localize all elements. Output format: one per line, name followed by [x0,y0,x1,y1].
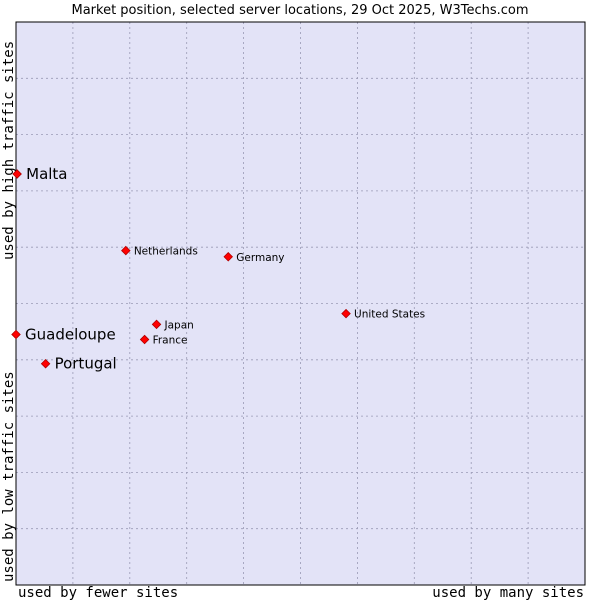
chart-title: Market position, selected server locatio… [71,3,528,18]
label-portugal: Portugal [55,355,117,373]
marker-germany [223,252,234,262]
label-guadeloupe: Guadeloupe [25,325,116,343]
label-france: France [153,335,188,347]
x-axis-label-low: used by fewer sites [18,585,178,600]
marker-united-states [341,308,351,319]
point-netherlands: Netherlands [121,245,198,258]
marker-netherlands [121,245,131,256]
point-united-states: United States [341,308,425,321]
label-germany: Germany [236,252,284,264]
marker-portugal [40,358,51,369]
point-france: France [139,334,188,347]
label-japan: Japan [164,319,194,331]
point-guadeloupe: Guadeloupe [11,325,116,343]
point-malta: Malta [12,165,68,183]
marker-guadeloupe [11,329,21,340]
marker-malta [12,169,22,179]
label-malta: Malta [26,165,67,183]
label-united-states: United States [354,309,425,321]
y-axis-label-high: used by high traffic sites [1,41,17,260]
marker-france [139,334,150,345]
marker-japan [151,319,162,330]
point-portugal: Portugal [40,355,117,373]
label-netherlands: Netherlands [134,246,198,258]
plot-border [15,21,586,586]
x-axis-label-high: used by many sites [432,585,584,600]
y-axis-label-low: used by low traffic sites [1,371,17,582]
point-japan: Japan [151,319,194,331]
point-germany: Germany [223,252,285,264]
data-points: Malta Guadeloupe Portugal Netherlands German… [11,165,425,373]
